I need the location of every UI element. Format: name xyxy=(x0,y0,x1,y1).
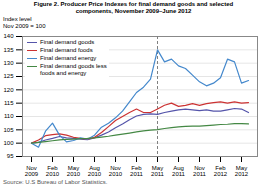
svg-text:130: 130 xyxy=(3,60,14,66)
html-text:Index level Nov 2009 = 100: Index level Nov 2009 = 100 xyxy=(3,16,46,29)
svg-text:125: 125 xyxy=(3,73,14,79)
svg-text:May2011: May2011 xyxy=(151,165,165,177)
svg-text:120: 120 xyxy=(3,87,14,93)
svg-text:140: 140 xyxy=(3,33,14,39)
html-text:Final demand goods less foods: Final demand goods less foods and energy xyxy=(40,63,107,76)
svg-text:115: 115 xyxy=(4,100,14,106)
svg-text:100: 100 xyxy=(3,140,14,146)
html-text:Figure 2. Producer Price Index: Figure 2. Producer Price Indexes for fin… xyxy=(33,1,234,14)
svg-text:May2010: May2010 xyxy=(67,165,81,177)
svg-text:Aug2011: Aug2011 xyxy=(172,165,186,177)
html-text:Source: U.S Bureau of Labor St: Source: U.S Bureau of Labor Statistics. xyxy=(3,179,108,185)
svg-text:Feb2011: Feb2011 xyxy=(130,165,144,177)
svg-text:Nov2011: Nov2011 xyxy=(193,165,207,177)
svg-text:Aug2010: Aug2010 xyxy=(88,165,102,177)
html-text:Final demand foods: Final demand foods xyxy=(40,47,93,53)
svg-text:95: 95 xyxy=(7,153,14,159)
html-text:Final demand goods: Final demand goods xyxy=(40,39,95,45)
html-text:Final demand energy: Final demand energy xyxy=(40,55,97,61)
svg-text:Nov2009: Nov2009 xyxy=(25,165,39,177)
svg-text:135: 135 xyxy=(3,47,14,53)
svg-text:110: 110 xyxy=(4,113,14,119)
svg-text:105: 105 xyxy=(3,127,14,133)
svg-text:Feb2012: Feb2012 xyxy=(214,165,228,177)
svg-text:Nov2010: Nov2010 xyxy=(109,165,123,177)
svg-text:May2012: May2012 xyxy=(235,165,249,177)
svg-text:Feb2010: Feb2010 xyxy=(46,165,60,177)
